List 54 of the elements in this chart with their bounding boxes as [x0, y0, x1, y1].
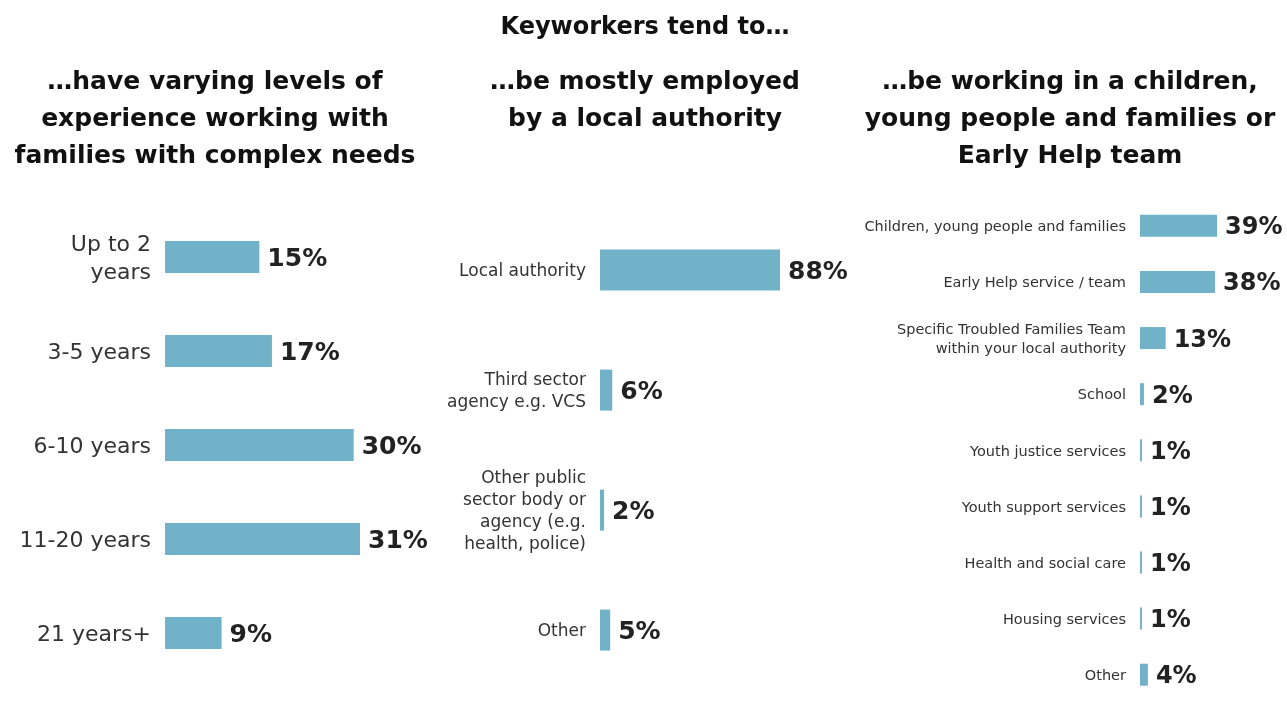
data-label: 1% — [1149, 549, 1191, 578]
data-label: 2% — [612, 495, 655, 525]
data-label: 9% — [229, 618, 273, 648]
chart-title: Keyworkers tend to… — [499, 12, 791, 40]
bar — [165, 523, 360, 556]
data-label: 17% — [279, 336, 340, 366]
y-tick-label: Specific Troubled Families Team within your local authority — [897, 320, 1127, 356]
data-label: 15% — [267, 242, 328, 272]
data-label: 13% — [1173, 324, 1232, 353]
y-tick-label: Early Help service / team — [943, 274, 1126, 291]
chart-subtitle: …be mostly employed by a local authority — [489, 65, 801, 134]
bar — [1140, 327, 1166, 350]
data-label: 5% — [618, 615, 661, 645]
y-tick-label: 21 years+ — [37, 620, 151, 646]
bar — [600, 369, 613, 411]
data-label: 39% — [1225, 212, 1283, 241]
y-tick-label: Up to 2 years — [70, 230, 151, 284]
data-label: 30% — [361, 430, 422, 460]
data-label: 2% — [1151, 380, 1193, 409]
y-tick-label: Children, young people and families — [864, 218, 1126, 235]
y-tick-label: Youth justice services — [969, 442, 1126, 459]
bar — [165, 429, 354, 462]
y-tick-label: 11-20 years — [19, 526, 151, 552]
bar — [600, 609, 611, 651]
data-label: 31% — [368, 524, 428, 554]
data-label: 1% — [1149, 492, 1191, 521]
y-tick-label: Health and social care — [964, 554, 1127, 571]
bar — [1140, 663, 1148, 686]
chart-title: …be working in a children, young people and families or Early Help team — [863, 65, 1277, 171]
chart-title: …have varying levels of experience working with families with complex needs — [13, 65, 417, 171]
y-tick-label: Other — [537, 620, 586, 640]
bar — [165, 617, 222, 650]
data-label: 38% — [1223, 268, 1281, 297]
y-tick-label: Other public sector body or agency (e.g. health, police) — [463, 466, 586, 554]
data-label: 1% — [1149, 605, 1191, 634]
y-tick-label: Third sector agency e.g. VCS — [446, 368, 586, 412]
bar — [1140, 383, 1144, 406]
y-tick-label: Other — [1084, 666, 1127, 683]
y-tick-label: 6-10 years — [33, 432, 151, 458]
bar — [600, 249, 780, 291]
data-label: 88% — [788, 255, 848, 285]
y-tick-label: Youth support services — [960, 498, 1126, 515]
bar — [1140, 214, 1217, 237]
y-tick-label: Housing services — [1002, 610, 1126, 627]
y-tick-label: Local authority — [459, 260, 586, 280]
y-tick-label: 3-5 years — [47, 338, 151, 364]
data-label: 1% — [1149, 436, 1191, 465]
bar — [165, 241, 260, 274]
data-label: 6% — [620, 375, 663, 405]
bar — [165, 335, 272, 368]
data-label: 4% — [1155, 661, 1197, 690]
bar — [1140, 270, 1216, 293]
y-tick-label: School — [1077, 386, 1126, 403]
bar — [600, 489, 605, 531]
